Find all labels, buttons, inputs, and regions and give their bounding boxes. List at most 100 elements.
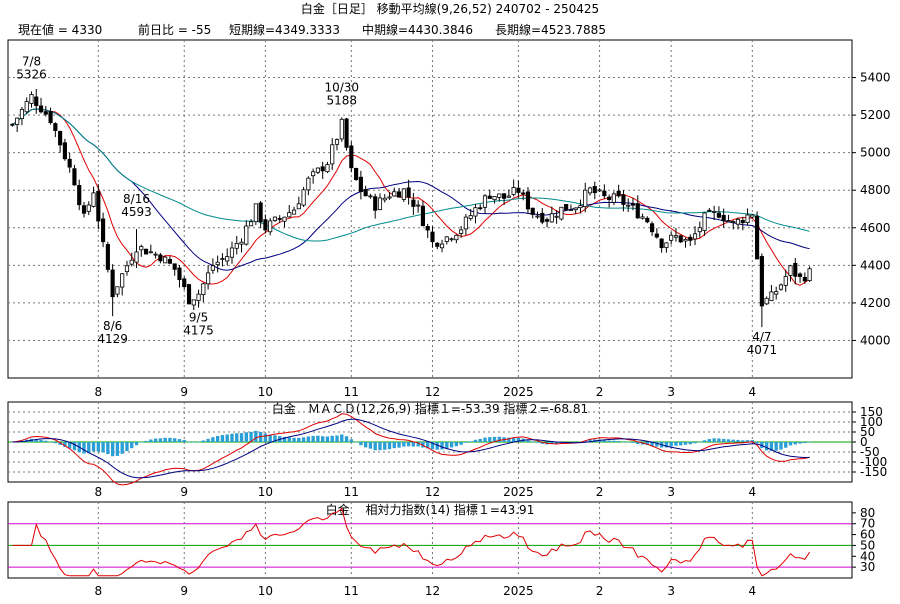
macd-histogram-bar (316, 435, 320, 442)
candle-down (406, 187, 411, 198)
price-y-tick-label: 5200 (860, 108, 891, 122)
price-y-tick-label: 4400 (860, 258, 891, 272)
candle-up (726, 220, 731, 222)
macd-histogram-bar (698, 442, 702, 443)
candle-down (67, 158, 72, 168)
macd-histogram-bar (807, 441, 812, 443)
candle-down (258, 202, 263, 223)
x-tick-label: 8 (94, 385, 102, 399)
candle-up (468, 215, 473, 219)
x-tick-label: 3 (667, 485, 675, 499)
macd-histogram-bar (621, 441, 626, 443)
macd-histogram-bar (258, 431, 263, 442)
candle-up (669, 234, 674, 241)
macd-histogram (10, 430, 812, 457)
macd-histogram-bar (63, 442, 67, 447)
macd-histogram-bar (363, 442, 368, 448)
macd-histogram-bar (464, 442, 468, 443)
macd-histogram-bar (383, 442, 387, 450)
macd-histogram-bar (798, 442, 802, 444)
macd-y-tick-label: 100 (860, 415, 883, 429)
candle-up (807, 268, 812, 282)
price-x-axis: 8 9 10 11 12 2025 2 3 4 (94, 385, 756, 399)
candle-up (597, 189, 602, 192)
candle-up (24, 101, 29, 113)
macd-histogram-bar (421, 442, 425, 448)
mid-ma-label: 中期線=4430.3846 (362, 22, 473, 37)
macd-y-tick-label: 150 (860, 405, 883, 419)
candle-up (215, 261, 220, 266)
annotation-value: 4175 (183, 324, 214, 338)
price-y-axis: 4000 4200 4400 4600 4800 5000 5200 5400 (852, 71, 891, 347)
rsi-y-tick-label: 70 (860, 517, 875, 531)
candle-down (320, 166, 325, 172)
macd-histogram-bar (550, 442, 554, 445)
macd-histogram-bar (368, 442, 373, 449)
candle-up (492, 195, 497, 201)
ma-line-mid (12, 108, 810, 271)
annotation-date: 8/6 (103, 319, 122, 333)
change-label: 前日比 = -55 (138, 22, 211, 37)
x-tick-label: 11 (344, 584, 359, 598)
candle-down (544, 219, 550, 222)
candle-up (382, 197, 387, 201)
macd-histogram-bar (244, 432, 248, 442)
macd-histogram-bar (664, 442, 669, 448)
macd-y-tick-label: -150 (860, 465, 887, 479)
macd-histogram-bar (402, 442, 406, 447)
candle-down (101, 218, 106, 243)
macd-histogram-bar (282, 436, 287, 442)
candle-down (420, 205, 426, 227)
macd-histogram-bar (588, 439, 592, 442)
price-y-tick-label: 5000 (860, 146, 891, 160)
macd-histogram-bar (440, 442, 444, 450)
x-tick-label: 8 (94, 584, 102, 598)
macd-histogram-bar (779, 442, 783, 450)
candle-up (392, 191, 397, 197)
macd-histogram-bar (268, 434, 272, 442)
x-tick-label: 11 (344, 385, 359, 399)
candle-up (225, 256, 230, 262)
x-tick-label: 12 (425, 485, 440, 499)
macd-histogram-bar (211, 437, 215, 442)
macd-histogram-bar (306, 436, 311, 442)
candle-down (521, 192, 526, 195)
candle-up (626, 204, 631, 207)
candle-up (401, 188, 406, 200)
candle-down (263, 219, 268, 231)
macd-lines (12, 413, 810, 486)
macd-histogram-bar (44, 440, 48, 442)
macd-histogram-bar (669, 442, 673, 447)
macd-histogram-bar (53, 442, 58, 444)
annotation-date: 9/5 (189, 311, 208, 325)
macd-histogram-bar (707, 439, 712, 442)
macd-histogram-bar (793, 442, 797, 445)
macd-histogram-bar (187, 441, 191, 443)
candle-up (587, 187, 593, 194)
candle-down (277, 218, 282, 220)
macd-histogram-bar (736, 439, 740, 442)
candle-up (769, 291, 774, 302)
candle-down (616, 190, 621, 197)
macd-histogram-bar (645, 442, 649, 446)
candle-up (148, 251, 153, 254)
macd-histogram-bar (359, 442, 363, 446)
macd-histogram-bar (430, 442, 435, 450)
candle-up (19, 109, 25, 120)
candle-up (15, 117, 20, 125)
macd-histogram-bar (163, 437, 167, 442)
macd-histogram-bar (344, 436, 349, 442)
annotation-date: 7/8 (22, 54, 41, 68)
macd-histogram-bar (803, 442, 807, 444)
macd-histogram-bar (473, 439, 478, 442)
price-y-tick-label: 4800 (860, 183, 891, 197)
candle-up (249, 221, 254, 227)
candle-down (363, 189, 368, 197)
candle-down (659, 238, 664, 249)
candle-up (416, 204, 421, 207)
price-panel-frame (7, 39, 853, 379)
macd-histogram-bar (722, 438, 726, 442)
macd-histogram-bar (741, 440, 745, 442)
